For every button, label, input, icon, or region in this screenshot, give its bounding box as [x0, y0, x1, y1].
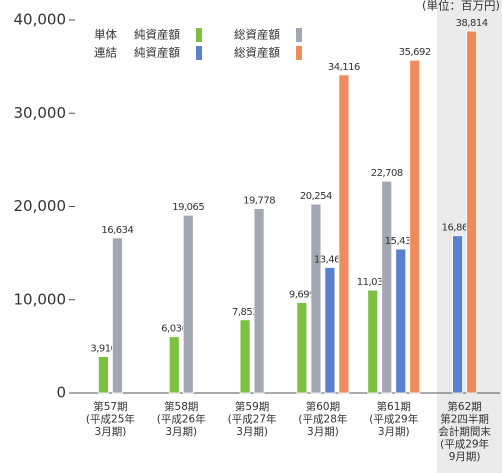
legend-group: 単体	[94, 28, 117, 42]
bar	[324, 267, 336, 394]
x-tick-line: 第58期	[164, 400, 198, 413]
y-tick-label: 20,000	[14, 197, 67, 215]
value-label: 22,708	[371, 168, 403, 179]
x-tick-line: 第62期	[447, 400, 481, 413]
x-tick-line: 3月期)	[165, 426, 197, 438]
value-label: 7,852	[232, 307, 258, 318]
value-label: 15,436	[385, 236, 417, 247]
x-tick-line: (平成27年	[228, 413, 277, 426]
bar	[409, 59, 421, 394]
x-tick-line: 会計期間末	[438, 425, 491, 438]
bar	[182, 214, 194, 394]
x-tick-line: 3月期)	[307, 426, 339, 438]
unit-label: (単位：百万円)	[422, 0, 500, 13]
x-tick-label: 第59期(平成27年 3月期)	[228, 400, 277, 438]
value-label: 38,814	[456, 18, 488, 29]
legend-label: 純資産額	[134, 28, 180, 42]
x-tick-line: 第57期	[93, 400, 127, 413]
x-tick-label: 第58期(平成26年 3月期)	[157, 400, 206, 438]
y-tick-label: 0	[56, 384, 66, 402]
x-tick-label: 第60期(平成28年 3月期)	[298, 400, 347, 438]
x-tick-line: (平成29年	[440, 438, 489, 451]
value-label: 34,116	[328, 62, 360, 73]
x-tick-line: (平成29年	[369, 413, 418, 426]
x-tick-line: 第59期	[235, 400, 269, 413]
x-tick-line: 第2四半期	[440, 413, 489, 426]
bar	[338, 74, 350, 394]
legend-swatch	[296, 28, 302, 42]
value-label: 35,692	[399, 47, 431, 58]
value-label: 19,065	[172, 202, 204, 213]
bar	[253, 208, 265, 394]
x-tick-line: 第61期	[377, 400, 411, 413]
y-tick-label: 40,000	[14, 11, 67, 29]
bar	[367, 289, 379, 394]
x-tick-line: 3月期)	[236, 426, 268, 438]
x-tick-line: 9月期)	[449, 451, 481, 463]
bar	[239, 319, 251, 394]
legend-swatch	[296, 46, 302, 60]
bar	[466, 30, 477, 394]
value-label: 16,867	[442, 223, 474, 234]
bar	[310, 203, 322, 394]
value-label: 9,699	[289, 290, 315, 301]
x-tick-line: 第60期	[306, 400, 340, 413]
y-tick-label: 10,000	[14, 290, 67, 308]
bar	[452, 235, 463, 394]
value-label: 13,462	[314, 254, 346, 265]
legend-group: 連結	[94, 46, 117, 60]
y-tick-label: 30,000	[14, 104, 67, 122]
value-label: 20,254	[300, 191, 332, 202]
x-tick-line: (平成26年	[157, 413, 206, 426]
legend-swatch	[196, 28, 202, 42]
bar	[112, 237, 123, 394]
value-label: 6,036	[161, 324, 187, 335]
legend-label: 総資産額	[234, 28, 280, 42]
x-tick-label: 第62期第2四半期会計期間末(平成29年 9月期)	[438, 400, 491, 463]
bar	[98, 356, 109, 394]
bar	[381, 180, 393, 394]
bar	[168, 336, 180, 394]
value-label: 3,910	[90, 344, 116, 355]
bar	[395, 248, 407, 394]
x-tick-line: (平成25年	[86, 413, 135, 426]
value-label: 11,035	[357, 277, 389, 288]
legend-label: 純資産額	[134, 46, 180, 60]
legend-swatch	[196, 46, 202, 60]
legend-label: 総資産額	[234, 46, 280, 60]
x-tick-line: 3月期)	[378, 426, 410, 438]
x-tick-line: 3月期)	[95, 426, 127, 438]
x-tick-label: 第61期(平成29年 3月期)	[369, 400, 418, 438]
value-label: 16,634	[101, 225, 133, 236]
bar	[296, 302, 308, 394]
value-label: 19,778	[243, 196, 275, 207]
x-tick-label: 第57期(平成25年 3月期)	[86, 400, 135, 438]
x-tick-line: (平成28年	[298, 413, 347, 426]
